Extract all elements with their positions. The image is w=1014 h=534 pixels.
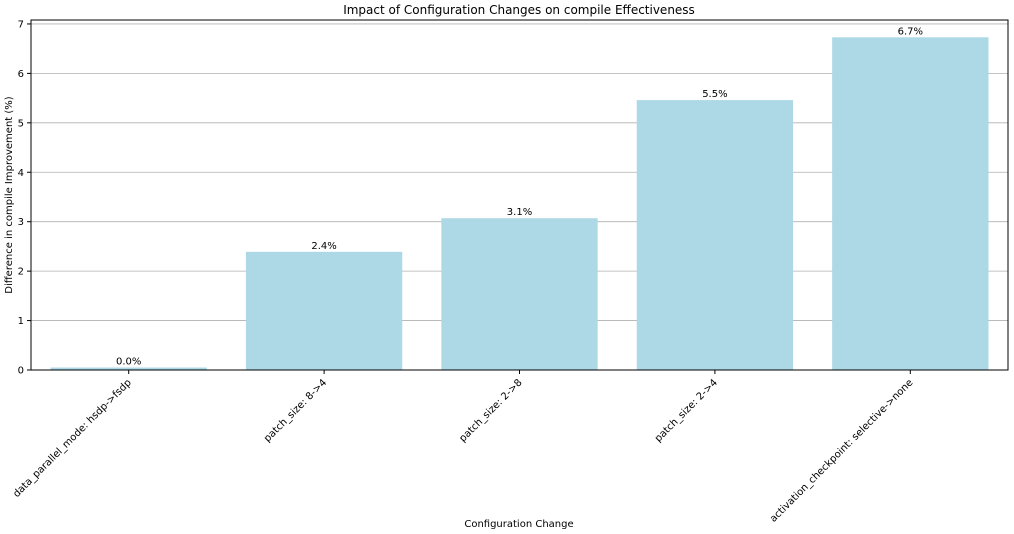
y-tick-label: 0 — [18, 366, 24, 377]
bars-layer — [50, 37, 989, 371]
bar — [441, 218, 598, 370]
data-label: 6.7% — [898, 26, 923, 37]
y-tick-label: 6 — [18, 69, 24, 80]
y-tick-label: 1 — [18, 316, 24, 327]
y-tick-label: 3 — [18, 217, 24, 228]
bar — [50, 367, 207, 370]
y-tick-label: 2 — [18, 267, 24, 278]
x-axis-label: Configuration Change — [464, 519, 573, 530]
bar — [832, 37, 989, 371]
x-ticks: data_parallel_mode: hsdp->fsdp patch_size… — [11, 370, 915, 525]
y-axis-label: Difference in compile Improvement (%) — [4, 96, 15, 293]
x-tick-label: patch_size: 2->4 — [653, 377, 720, 444]
bar — [636, 100, 794, 370]
bar — [245, 251, 403, 370]
data-label: 5.5% — [702, 89, 727, 100]
chart-title: Impact of Configuration Changes on compi… — [343, 3, 695, 17]
y-tick-label: 4 — [18, 168, 24, 179]
data-label: 3.1% — [507, 207, 532, 218]
y-ticks: 0 1 2 3 4 5 6 7 — [18, 19, 31, 377]
y-tick-label: 7 — [18, 19, 24, 30]
x-tick-label: patch_size: 2->8 — [458, 377, 525, 444]
x-tick-label: patch_size: 8->4 — [262, 377, 329, 444]
y-tick-label: 5 — [18, 118, 24, 129]
data-label: 0.0% — [116, 357, 141, 368]
x-tick-label: data_parallel_mode: hsdp->fsdp — [11, 377, 134, 500]
data-label: 2.4% — [311, 241, 336, 252]
data-labels: 0.0% 2.4% 3.1% 5.5% 6.7% — [116, 26, 923, 367]
x-tick-label: activation_checkpoint: selective->none — [768, 377, 915, 524]
